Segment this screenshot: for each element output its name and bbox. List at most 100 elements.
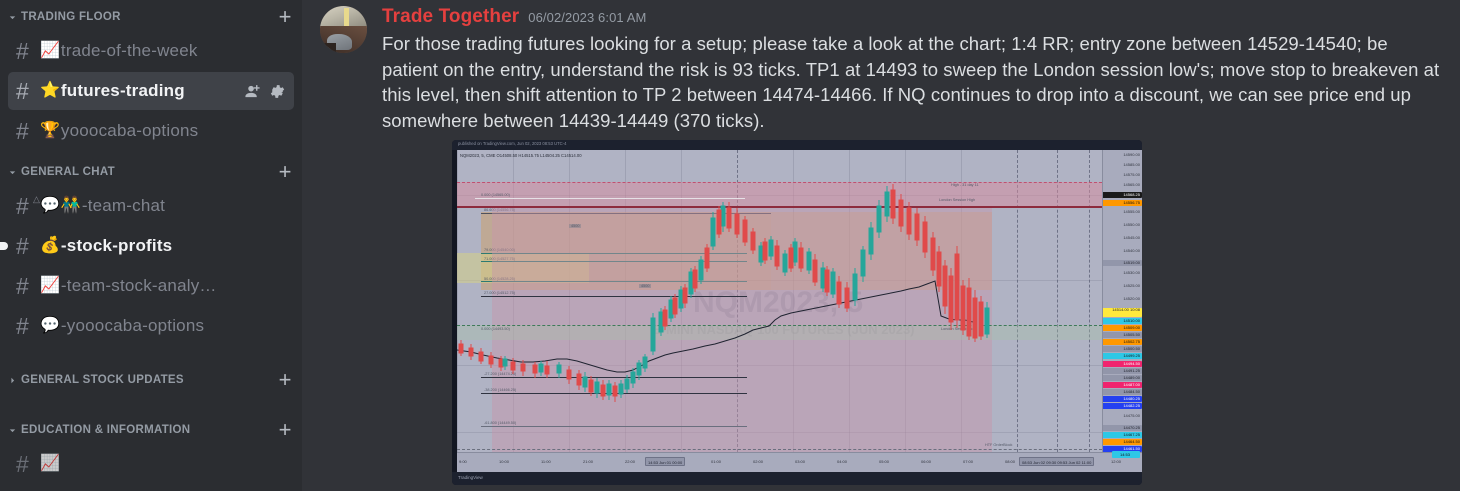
annotation-htf-orderblock: HTF OrderBlock	[985, 443, 1013, 447]
candlestick-series	[458, 184, 990, 402]
star-emoji: ⭐	[40, 82, 60, 99]
sidebar-item-futures-trading[interactable]: # ⭐ futures-trading	[8, 72, 294, 110]
price-tick: 14590.00	[1123, 152, 1140, 157]
create-channel-button[interactable]: +	[278, 159, 292, 184]
create-invite-icon[interactable]	[244, 83, 261, 100]
time-tick: 9:00	[459, 459, 467, 464]
message-header: Trade Together 06/02/2023 6:01 AM	[382, 6, 1444, 30]
annotation-fib-neg38: -38.200 (14466.25)	[484, 388, 517, 392]
price-tick: 14530.00	[1123, 270, 1140, 275]
sidebar-item-partially-visible[interactable]: # 📈	[8, 445, 294, 483]
sidebar-item-team-stock-analysis[interactable]: # 📈 -team-stock-analy…	[8, 267, 294, 305]
price-tag: 14491.25	[1103, 368, 1142, 375]
hash-icon: #	[16, 118, 29, 144]
avatar[interactable]	[320, 6, 367, 53]
time-scale[interactable]: 9:00 10:00 11:00 21:00 22:00 14:53 Jun 0…	[457, 452, 1142, 472]
price-tag: 14494.50	[1103, 361, 1142, 368]
category-label: GENERAL CHAT	[21, 166, 115, 178]
sidebar-item-yooocaba-options-trading[interactable]: # 🏆 yooocaba-options	[8, 112, 294, 150]
category-header-education-information[interactable]: EDUCATION & INFORMATION +	[0, 417, 302, 443]
channel-sidebar[interactable]: TRADING FLOOR + # 📈 trade-of-the-week # …	[0, 0, 302, 491]
category-header-general-stock-updates[interactable]: GENERAL STOCK UPDATES +	[0, 367, 302, 393]
price-tick: 14475.00	[1123, 413, 1140, 418]
annotation-4500: 4500	[639, 284, 652, 288]
time-tick: 12:00	[1111, 459, 1122, 464]
speech-balloon-emoji: 💬	[40, 197, 60, 214]
chart-corner-tag: 14:53	[1112, 451, 1140, 458]
channel-label: -yooocaba-options	[60, 316, 205, 335]
time-tick: 03:00	[795, 459, 806, 464]
chart-increasing-emoji: 📈	[40, 42, 60, 59]
channel-label: -team-stock-analy…	[60, 276, 217, 295]
chart-attachment[interactable]: published on TradingView.com, Jun 02, 20…	[452, 140, 1142, 485]
annotation-fib-neg61: -61.800 (14449.50)	[484, 421, 517, 425]
price-tag-last: 14514.00 10:08	[1103, 307, 1142, 317]
price-tick: 14540.00	[1123, 248, 1140, 253]
create-channel-button[interactable]: +	[278, 367, 292, 392]
chevron-down-icon	[6, 11, 19, 24]
message-pane: Trade Together 06/02/2023 6:01 AM For th…	[302, 0, 1460, 491]
price-tag: 14484.50	[1103, 389, 1142, 396]
channel-label: futures-trading	[60, 81, 185, 100]
price-tick: 14575.00	[1123, 172, 1140, 177]
price-tick: 14545.00	[1123, 235, 1140, 240]
price-tag: 14519.00	[1103, 260, 1142, 267]
speech-balloon-emoji: 💬	[40, 317, 60, 334]
create-channel-button[interactable]: +	[278, 4, 292, 29]
category-label: EDUCATION & INFORMATION	[21, 424, 191, 436]
price-tag: 14467.25	[1103, 432, 1142, 439]
category-header-general-chat[interactable]: GENERAL CHAT +	[0, 159, 302, 185]
annotation-fib-tp1: 0.000 (14493.50)	[481, 327, 510, 331]
time-box-session: 08:53 Jun 02 09:30 09:53 Jun 02 11:00	[1019, 457, 1095, 466]
annotation-london-session-high: London Session High	[939, 198, 976, 202]
price-tag: 14470.25	[1103, 425, 1142, 432]
category-label: TRADING FLOOR	[21, 11, 121, 23]
category-header-trading-floor[interactable]: TRADING FLOOR +	[0, 4, 302, 30]
channel-label: trade-of-the-week	[60, 41, 198, 60]
time-tick: 04:00	[837, 459, 848, 464]
chart-plot-area: NQM2023, 5, CME O14508.50 H14515.75 L145…	[457, 150, 1102, 462]
time-tick: 11:00	[541, 459, 551, 464]
annotation-4500-left: 4500	[569, 224, 582, 228]
annotation-fib-86: 86.600 (14556.75)	[484, 208, 516, 212]
sidebar-item-trade-of-the-week[interactable]: # 📈 trade-of-the-week	[8, 32, 294, 70]
message-author[interactable]: Trade Together	[382, 6, 520, 27]
thread-indicator-icon: △	[33, 194, 40, 204]
price-tick: 14585.00	[1123, 162, 1140, 167]
price-tag: 14464.50	[1103, 439, 1142, 446]
chart-emoji: 📈	[40, 455, 60, 472]
time-tick: 05:00	[879, 459, 890, 464]
channel-label: -stock-profits	[60, 236, 173, 255]
edit-channel-icon[interactable]	[269, 83, 286, 100]
price-tag: 14505.50	[1103, 332, 1142, 339]
sidebar-item-yooocaba-options[interactable]: # 💬 -yooocaba-options	[8, 307, 294, 345]
people-holding-hands-emoji: 👬	[60, 197, 81, 214]
unread-indicator	[0, 242, 8, 250]
price-tag: 14499.25	[1103, 353, 1142, 360]
time-tick: 08:00	[1005, 459, 1016, 464]
message-timestamp: 06/02/2023 6:01 AM	[528, 10, 647, 25]
price-tick: 14555.00	[1123, 209, 1140, 214]
annotation-fib-50: 50.000 (14528.25)	[484, 277, 516, 281]
time-tick: 06:00	[921, 459, 932, 464]
create-channel-button[interactable]: +	[278, 417, 292, 442]
target-zone-yellow	[457, 253, 589, 283]
sidebar-item-stock-profits[interactable]: # 💰 -stock-profits	[0, 227, 294, 265]
sidebar-item-team-chat[interactable]: # △ 💬 👬 -team-chat	[8, 187, 294, 225]
time-tick: 02:00	[753, 459, 764, 464]
hash-icon: #	[16, 313, 29, 339]
time-tick: 07:00	[963, 459, 974, 464]
price-tag: 14500.50	[1103, 346, 1142, 353]
time-box-crosshair: 14:53 Jun 01 00:00	[645, 457, 686, 466]
price-tag: 14480.25	[1103, 396, 1142, 403]
annotation-fib-71: 71.000 (14527.75)	[484, 257, 516, 261]
resistance-supply-zone	[457, 182, 1102, 208]
price-tick: 14520.00	[1123, 296, 1140, 301]
price-tag-high: 14568.25	[1103, 192, 1142, 199]
time-tick: 22:00	[625, 459, 636, 464]
support-zone-green	[457, 325, 1102, 340]
price-tag: 14510.00	[1103, 318, 1142, 325]
price-scale[interactable]: 14590.00 14585.00 14575.00 14565.00 1456…	[1102, 150, 1142, 462]
category-label: GENERAL STOCK UPDATES	[21, 374, 184, 386]
trophy-emoji: 🏆	[40, 122, 60, 139]
